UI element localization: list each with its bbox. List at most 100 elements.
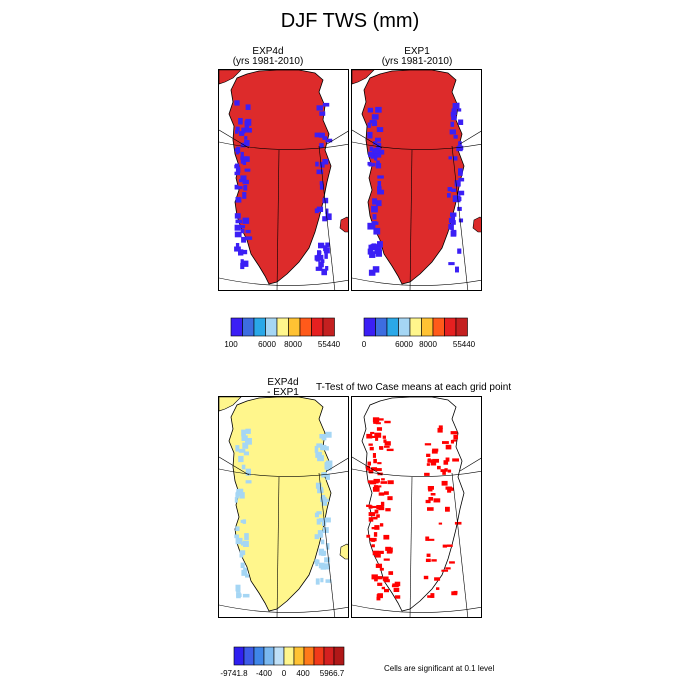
significant-cell	[384, 445, 390, 448]
coastal-cell	[377, 175, 384, 179]
coastal-cells	[234, 428, 333, 599]
coastal-cell	[240, 151, 244, 159]
coastal-cell	[319, 111, 326, 116]
significant-cell	[379, 567, 384, 571]
significant-cell	[384, 420, 391, 424]
coastal-cell	[324, 253, 328, 259]
coastal-cell	[374, 221, 379, 225]
colorbar-swatch	[263, 646, 275, 666]
coastal-cell	[325, 431, 332, 438]
significant-cell	[380, 501, 385, 506]
map-panel-ttest	[351, 396, 482, 618]
coastal-cell	[319, 183, 324, 190]
significant-cell	[426, 553, 431, 557]
panel-a-title: EXP4d (yrs 1981-2010)	[218, 47, 318, 67]
coastal-cell	[239, 225, 246, 229]
colorbar-swatch	[253, 646, 265, 666]
coastal-cell	[454, 180, 461, 187]
significant-cell	[369, 480, 377, 485]
coastal-cell	[245, 229, 251, 234]
significant-cell	[374, 577, 378, 582]
significant-cell	[373, 516, 378, 520]
coastal-cell	[458, 141, 462, 148]
coastal-cell	[235, 526, 240, 532]
coastal-cell	[372, 266, 380, 273]
coastal-cell	[325, 543, 330, 550]
coastal-cell	[318, 261, 324, 268]
significant-cell	[386, 448, 394, 452]
coastal-cell	[449, 129, 456, 135]
colorbar-tick-label: 6000	[258, 340, 276, 349]
coastal-cell	[244, 139, 250, 147]
coastal-cell	[236, 593, 242, 597]
coastal-cell	[234, 534, 239, 539]
graticule-line	[352, 456, 383, 476]
coastal-cell	[451, 220, 456, 225]
coastal-cell	[238, 448, 246, 453]
coastal-cell	[314, 208, 319, 214]
coastal-cell	[240, 228, 245, 234]
iceland-land	[472, 216, 481, 233]
colorbar-tick-label: 0	[361, 340, 367, 349]
coastal-cell	[241, 464, 246, 470]
coastal-cell	[241, 127, 246, 134]
graticule-line	[219, 456, 250, 476]
significant-cell	[427, 459, 433, 463]
significant-cell	[453, 434, 459, 440]
colorbar-swatch	[311, 317, 324, 337]
colorbar-tick-label: 400	[296, 669, 310, 678]
coastal-cell	[368, 269, 376, 276]
significant-cell	[425, 558, 431, 563]
coastal-cell	[371, 114, 379, 120]
coastal-cell	[319, 181, 324, 185]
coastal-cells	[234, 100, 333, 276]
significant-cell	[430, 462, 437, 466]
significant-cell	[372, 505, 378, 509]
map-ttest	[352, 397, 481, 617]
significance-note: Cells are significant at 0.1 level	[384, 664, 495, 673]
significant-cell	[373, 485, 378, 488]
significant-cell	[372, 486, 380, 492]
coastal-cell	[235, 166, 241, 173]
significant-cell	[368, 443, 373, 446]
coastal-cell	[325, 242, 330, 248]
significant-cell	[425, 536, 430, 541]
colorbar-swatch	[293, 646, 305, 666]
coastal-cell	[458, 172, 463, 176]
coastal-cell	[376, 200, 382, 207]
significant-cell	[373, 532, 378, 537]
significant-cell	[450, 431, 458, 435]
significant-cell	[425, 499, 431, 504]
coastal-cell	[457, 248, 462, 254]
significant-cell	[375, 553, 381, 558]
panel-c-title-line1: EXP4d	[267, 377, 299, 388]
coastal-cell	[367, 122, 371, 128]
coastal-cell	[234, 100, 240, 106]
graticule-line	[276, 149, 280, 290]
graticule	[219, 129, 348, 290]
coastal-cell	[370, 244, 378, 251]
coastal-cell	[324, 517, 331, 523]
significant-cell	[428, 497, 434, 501]
coastal-cell	[321, 268, 328, 276]
coastal-cell	[243, 185, 248, 191]
graticule-line	[352, 129, 383, 149]
colorbar-swatch	[243, 646, 255, 666]
coastal-cell	[316, 518, 321, 525]
significant-cell	[384, 441, 391, 446]
colorbar-exp1-swatches	[363, 317, 468, 337]
significant-cell	[375, 422, 381, 425]
coastal-cell	[375, 137, 381, 142]
graticule	[219, 456, 348, 617]
colorbar-tick-label: 8000	[284, 340, 302, 349]
coastal-cell	[322, 136, 328, 140]
coastal-cell	[457, 108, 462, 112]
significant-cell	[376, 505, 384, 510]
map-exp4d	[219, 70, 348, 290]
panel-b-title-line2: (yrs 1981-2010)	[381, 56, 453, 67]
colorbar-swatch	[230, 317, 243, 337]
significant-cell	[366, 433, 373, 439]
coastal-cell	[238, 118, 243, 125]
coastal-cell	[245, 128, 252, 133]
coastal-cell	[325, 213, 332, 221]
